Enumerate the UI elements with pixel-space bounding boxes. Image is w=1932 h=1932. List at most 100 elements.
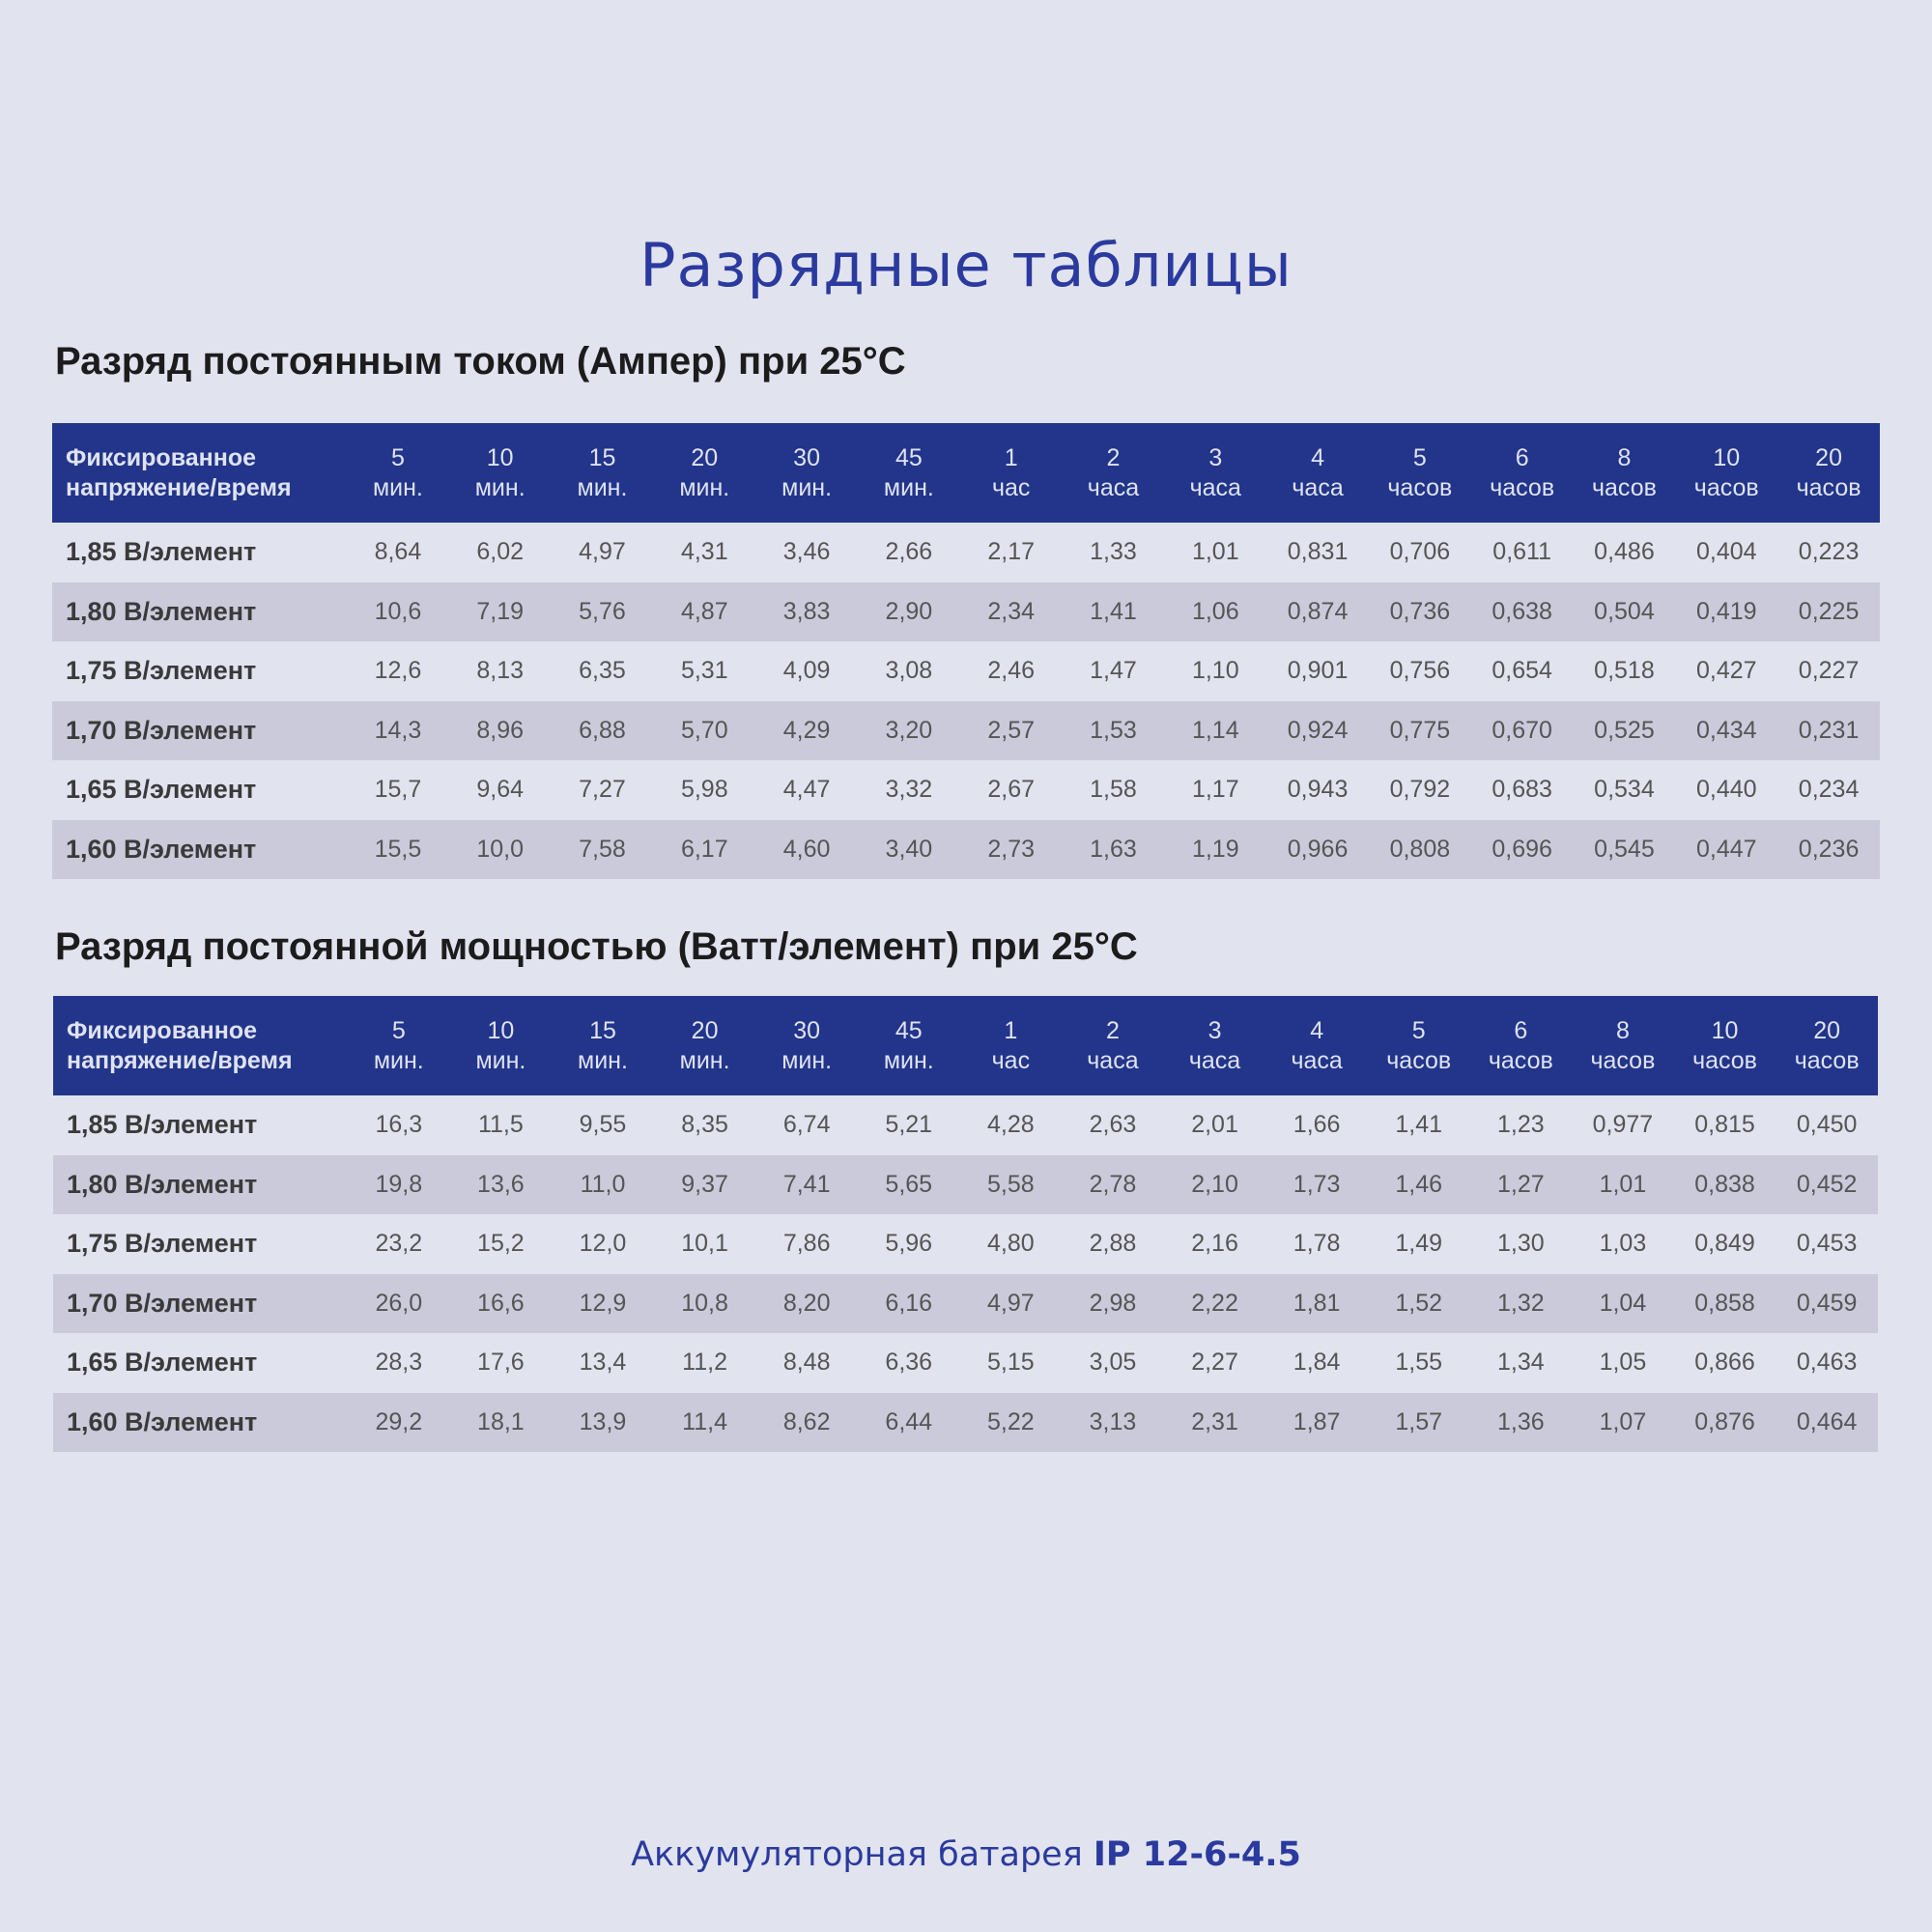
header-cell-time: 20 мин. — [653, 996, 756, 1095]
table-cell: 0,901 — [1287, 657, 1349, 685]
table-cell: 9,37 — [653, 1154, 756, 1214]
table-cell: 3,08 — [885, 657, 933, 685]
table-cell: 4,87 — [653, 582, 756, 641]
table-cell: 0,525 — [1573, 700, 1676, 760]
header-cell-voltage-time: Фиксированное напряжение/время — [52, 423, 347, 523]
table-cell: 3,32 — [885, 776, 933, 804]
header-text: напряжение/время — [66, 473, 292, 501]
table-cell: 11,5 — [477, 1111, 524, 1139]
time-value: 6 — [1514, 1016, 1528, 1044]
table-cell: 2,22 — [1163, 1273, 1266, 1333]
table-cell: 8,35 — [681, 1111, 728, 1139]
table-cell: 1,41 — [1062, 582, 1165, 641]
header-cell-time: 5 мин. — [348, 996, 450, 1095]
header-cell-time: 4 часа — [1265, 996, 1368, 1095]
table-cell: 9,55 — [579, 1111, 627, 1139]
table-cell: 1,10 — [1191, 657, 1239, 685]
table-cell: 29,2 — [348, 1392, 450, 1452]
table-cell: 1,01 — [1191, 538, 1239, 566]
table-cell: 1,19 — [1164, 819, 1267, 879]
time-value: 30 — [793, 1016, 821, 1044]
time-unit: мин. — [578, 1046, 628, 1074]
time-unit: часа — [1189, 473, 1241, 501]
row-label: 1,65 В/элемент — [67, 1348, 258, 1378]
table-cell: 0,534 — [1594, 776, 1655, 804]
table-cell: 11,2 — [682, 1349, 727, 1377]
table-cell: 10,1 — [681, 1230, 728, 1258]
table-row: 1,60 В/элемент 15,5 10,0 7,58 6,17 4,60 3,40 2,… — [52, 819, 1880, 879]
time-value: 8 — [1615, 1016, 1630, 1044]
time-unit: час — [991, 473, 1031, 501]
table-cell: 0,440 — [1695, 776, 1757, 804]
table-cell: 3,83 — [755, 582, 858, 641]
table-cell: 0,838 — [1673, 1154, 1776, 1214]
table-cell: 6,17 — [653, 819, 756, 879]
time-value: 5 — [390, 443, 405, 471]
header-cell-time: 20 часов — [1777, 423, 1880, 523]
time-value: 5 — [391, 1016, 406, 1044]
table-cell: 4,97 — [579, 538, 626, 566]
table-cell: 1,30 — [1496, 1230, 1545, 1258]
table-cell: 0,434 — [1675, 700, 1778, 760]
time-value: 3 — [1208, 1016, 1222, 1044]
header-cell-time: 5 мин. — [347, 423, 449, 523]
table-cell: 4,60 — [755, 819, 858, 879]
table-cell: 16,3 — [375, 1111, 423, 1139]
time-value: 20 — [691, 443, 719, 471]
table-cell: 2,34 — [959, 582, 1063, 641]
table-cell: 0,736 — [1368, 582, 1471, 641]
table-cell: 2,67 — [987, 776, 1036, 804]
header-cell-time: 6 часов — [1470, 423, 1574, 523]
table-cell: 0,447 — [1675, 819, 1778, 879]
table-cell: 6,16 — [857, 1273, 960, 1333]
current-discharge-heading: Разряд постоянным током (Ампер) при 25°C — [55, 340, 906, 383]
time-value: 6 — [1515, 443, 1529, 471]
table-cell: 0,518 — [1594, 657, 1655, 685]
table-cell: 12,9 — [552, 1273, 654, 1333]
table-cell: 2,78 — [1062, 1154, 1164, 1214]
time-value: 10 — [1713, 443, 1741, 471]
table-cell: 0,504 — [1573, 582, 1676, 641]
table-cell: 15,7 — [374, 776, 422, 804]
table-cell: 2,73 — [959, 819, 1063, 879]
time-value: 2 — [1106, 1016, 1120, 1044]
table-cell: 8,96 — [448, 700, 552, 760]
header-cell-time: 2 часа — [1062, 423, 1165, 523]
table-cell: 3,20 — [857, 700, 960, 760]
table-cell: 12,0 — [579, 1230, 627, 1258]
table-cell: 0,404 — [1695, 538, 1757, 566]
table-cell: 10,8 — [653, 1273, 756, 1333]
table-cell: 6,74 — [782, 1111, 831, 1139]
table-cell: 2,63 — [1089, 1111, 1137, 1139]
table-cell: 0,463 — [1796, 1349, 1858, 1377]
table-cell: 1,49 — [1395, 1230, 1443, 1258]
time-value: 45 — [895, 443, 923, 471]
table-cell: 1,63 — [1062, 819, 1165, 879]
table-cell: 0,858 — [1673, 1273, 1776, 1333]
row-label: 1,65 В/элемент — [66, 775, 257, 805]
table-cell: 3,13 — [1062, 1392, 1164, 1452]
table-row: 1,60 В/элемент 29,2 18,1 13,9 11,4 8,62 6,44 5,… — [53, 1392, 1878, 1452]
table-cell: 1,33 — [1090, 538, 1137, 566]
table-cell: 7,19 — [448, 582, 552, 641]
table-cell: 6,44 — [857, 1392, 960, 1452]
time-unit: мин. — [373, 1046, 424, 1074]
table-cell: 0,808 — [1368, 819, 1471, 879]
time-value: 4 — [1311, 443, 1325, 471]
table-cell: 5,58 — [959, 1154, 1063, 1214]
time-unit: часов — [1490, 473, 1555, 501]
time-value: 3 — [1208, 443, 1223, 471]
table-cell: 4,80 — [987, 1230, 1035, 1258]
row-label: 1,70 В/элемент — [53, 1273, 348, 1333]
table-cell: 4,47 — [782, 776, 831, 804]
table-cell: 0,792 — [1389, 776, 1451, 804]
table-cell: 5,22 — [959, 1392, 1063, 1452]
table-cell: 1,03 — [1599, 1230, 1647, 1258]
table-cell: 0,977 — [1592, 1111, 1654, 1139]
table-row: 1,80 В/элемент 19,8 13,6 11,0 9,37 7,41 5,65 5,… — [53, 1154, 1878, 1214]
time-unit: часов — [1590, 1046, 1656, 1074]
table-cell: 5,15 — [987, 1349, 1035, 1377]
time-value: 30 — [793, 443, 820, 471]
power-discharge-table: Фиксированное напряжение/время 5 мин. 10 мин.… — [53, 996, 1878, 1452]
header-cell-time: 15 мин. — [552, 996, 654, 1095]
